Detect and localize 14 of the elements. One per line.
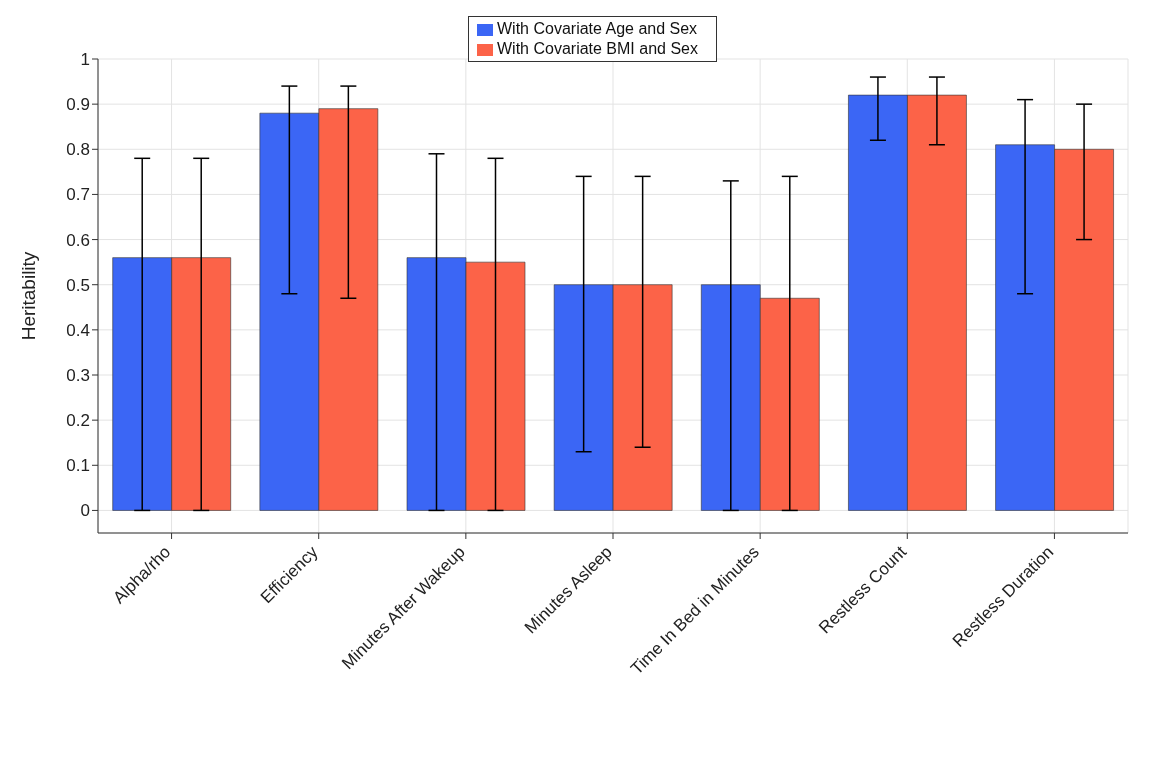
legend-label: With Covariate Age and Sex [497, 20, 698, 37]
y-tick-label: 1 [80, 50, 90, 70]
y-tick-label: 0 [80, 501, 90, 521]
y-tick-label: 0.1 [66, 456, 90, 476]
y-tick-label: 0.3 [66, 366, 90, 386]
y-tick-label: 0.2 [66, 411, 90, 431]
legend-label: With Covariate BMI and Sex [497, 40, 698, 57]
y-tick-label: 0.5 [66, 275, 90, 295]
y-tick-label: 0.6 [66, 230, 90, 250]
y-tick-label: 0.7 [66, 185, 90, 205]
y-axis-title: Heritability [17, 251, 39, 341]
y-tick-label: 0.8 [66, 140, 90, 160]
y-tick-label: 0.9 [66, 95, 90, 115]
y-tick-label: 0.4 [66, 320, 90, 340]
